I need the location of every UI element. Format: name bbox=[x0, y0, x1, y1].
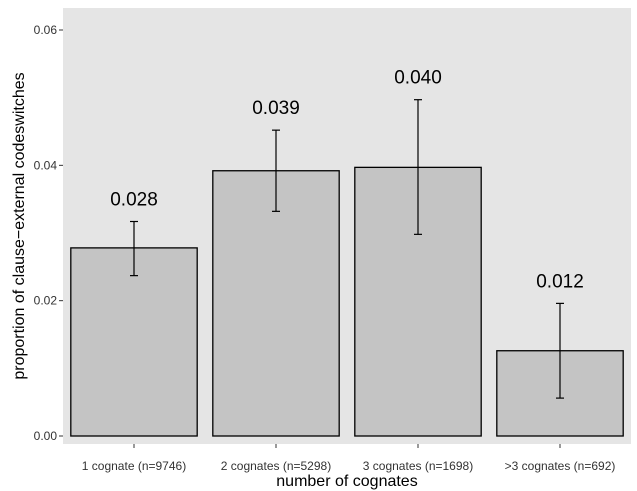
x-tick-label-2: 2 cognates (n=5298) bbox=[221, 459, 331, 473]
y-axis: 0.00 0.02 0.04 0.06 bbox=[34, 23, 63, 443]
data-label-3: 0.040 bbox=[394, 68, 442, 89]
y-axis-title: proportion of clause−external codeswitch… bbox=[11, 72, 28, 379]
bar-2 bbox=[212, 170, 340, 437]
x-tick-label-1: 1 cognate (n=9746) bbox=[82, 459, 186, 473]
x-axis-title: number of cognates bbox=[276, 473, 417, 490]
y-tick-label-4: 0.06 bbox=[34, 23, 58, 37]
error-bar-1 bbox=[130, 220, 138, 277]
bar-1 bbox=[70, 247, 198, 437]
error-bar-3 bbox=[414, 99, 422, 235]
error-bar-4 bbox=[556, 302, 564, 399]
y-tick-label-2: 0.02 bbox=[34, 294, 58, 308]
y-tick-label-3: 0.04 bbox=[34, 158, 58, 172]
data-label-2: 0.039 bbox=[252, 98, 300, 119]
x-tick-label-3: 3 cognates (n=1698) bbox=[363, 459, 473, 473]
data-label-4: 0.012 bbox=[536, 271, 584, 292]
error-bar-2 bbox=[272, 129, 280, 212]
bar-3 bbox=[354, 166, 482, 437]
x-axis: 1 cognate (n=9746) 2 cognates (n=5298) 3 c… bbox=[82, 444, 616, 473]
y-tick-label-1: 0.00 bbox=[34, 429, 58, 443]
bars-layer: 0.028 0.039 0.040 0.012 bbox=[70, 68, 624, 437]
x-tick-label-4: >3 cognates (n=692) bbox=[505, 459, 616, 473]
data-label-1: 0.028 bbox=[110, 189, 158, 210]
